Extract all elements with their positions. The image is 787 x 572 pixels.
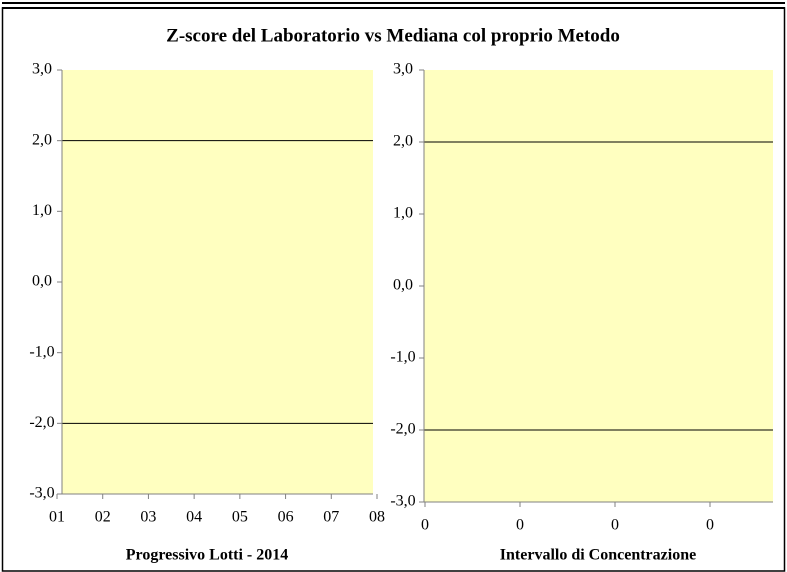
y-tick-label: -3,0: [29, 485, 54, 502]
x-tick-label: 0: [706, 517, 714, 534]
x-tick-label: 06: [278, 509, 294, 526]
x-tick-label: 02: [95, 509, 111, 526]
x-tick-label: 08: [369, 509, 385, 526]
y-tick-label: -1,0: [390, 349, 415, 366]
x-tick-label: 01: [49, 509, 65, 526]
y-tick-label: 1,0: [393, 205, 413, 222]
x-tick-label: 05: [232, 509, 248, 526]
x-tick-label: 0: [611, 517, 619, 534]
y-tick-label: 0,0: [32, 273, 52, 290]
y-tick-label: 3,0: [393, 61, 413, 78]
y-tick-label: -1,0: [29, 343, 54, 360]
chart-title: Z-score del Laboratorio vs Mediana col p…: [166, 25, 620, 46]
x-tick-label: 03: [140, 509, 156, 526]
x-tick-label: 07: [323, 509, 339, 526]
y-tick-label: 2,0: [32, 131, 52, 148]
y-tick-label: 3,0: [32, 61, 52, 78]
y-tick-label: -3,0: [390, 493, 415, 510]
y-tick-label: 2,0: [393, 133, 413, 150]
x-axis-title: Intervallo di Concentrazione: [500, 547, 696, 564]
border: [1, 7, 786, 572]
y-tick-label: 0,0: [393, 277, 413, 294]
x-axis-title: Progressivo Lotti - 2014: [126, 547, 289, 564]
y-tick-label: 1,0: [32, 202, 52, 219]
plot-area: [424, 70, 773, 502]
x-tick-label: 0: [516, 517, 524, 534]
plot-area: [62, 70, 373, 494]
y-tick-label: -2,0: [29, 414, 54, 431]
y-tick-label: -2,0: [390, 421, 415, 438]
x-tick-label: 04: [186, 509, 202, 526]
x-tick-label: 0: [421, 517, 429, 534]
